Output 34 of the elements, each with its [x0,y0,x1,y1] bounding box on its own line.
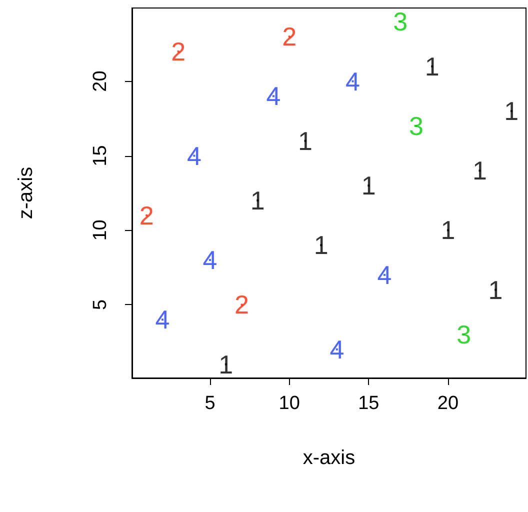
text: 1 [314,230,328,260]
text: 4 [202,245,218,276]
text: 1 [424,51,440,82]
text: 1 [298,126,312,156]
x-tick-label: 20 [437,393,459,414]
text: 1 [472,156,487,186]
text: 1 [250,185,265,216]
x-tick-label: 5 [204,393,216,414]
text: 2 [234,290,249,320]
text: 4 [186,140,202,171]
y-tick-label: 15 [90,145,111,166]
y-tick-label: 5 [90,299,111,310]
text: 1 [488,274,503,305]
text: 1 [218,349,234,380]
y-axis-title: z-axis [15,166,37,220]
text: 3 [393,6,408,37]
text: 2 [282,22,297,52]
text: 2 [171,36,186,66]
series-label: 1 [504,96,519,126]
x-axis-title: x-axis [302,447,356,469]
text: 3 [409,110,424,141]
y-tick-label: 20 [90,70,111,92]
text: 4 [155,304,170,335]
text: 4 [330,334,344,364]
text: 4 [266,81,281,112]
x-tick-label: 10 [278,393,300,414]
y-tick-label: 10 [90,220,111,241]
text: 1 [361,170,376,201]
series-label: 2 [139,200,154,230]
text: 1 [440,215,456,246]
x-tick-label: 15 [358,393,380,414]
series-label: 4 [346,66,360,96]
text: 4 [377,260,392,290]
series-label: 3 [456,320,472,350]
